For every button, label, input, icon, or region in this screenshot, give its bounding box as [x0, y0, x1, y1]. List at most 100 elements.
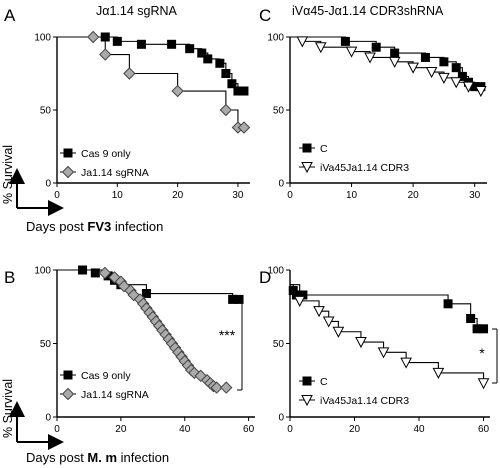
data-point: [457, 71, 467, 81]
y-tick-label: 0: [278, 413, 284, 424]
y-tick-label: 0: [45, 179, 51, 190]
data-point: [420, 52, 430, 62]
data-point: [293, 295, 306, 307]
panel-a: A Jα1.14 sgRNA 0 10 20 30 0 50 100 Cas 9 only Ja1.…: [4, 4, 251, 201]
data-point: [388, 56, 401, 68]
x-tick-label: 20: [349, 424, 361, 435]
data-point: [234, 294, 244, 304]
data-point: [477, 378, 490, 390]
data-point: [123, 67, 136, 80]
data-point: [141, 289, 151, 299]
legend-marker: [61, 165, 75, 179]
x-tick-label: 60: [478, 424, 490, 435]
x-tick-label: 0: [54, 424, 60, 435]
significance-label: ***: [219, 327, 236, 343]
data-point: [479, 324, 489, 334]
data-point: [332, 326, 345, 338]
data-point: [86, 30, 100, 44]
legend-marker: [63, 148, 73, 158]
y-tick-label: 100: [267, 266, 284, 277]
x-tick-label: 0: [287, 190, 293, 201]
data-point: [237, 121, 251, 134]
x-tick-label: 20: [408, 190, 420, 201]
y-tick-label: 50: [40, 339, 52, 350]
data-point: [371, 42, 381, 52]
data-point: [432, 367, 445, 379]
x-tick-label: 60: [243, 424, 255, 435]
panel-letter-a: A: [4, 6, 16, 25]
data-point: [227, 79, 237, 89]
data-point: [400, 357, 412, 369]
data-point: [407, 62, 419, 74]
x-tick-label: 0: [54, 190, 60, 201]
data-point: [167, 39, 177, 49]
data-point: [322, 316, 335, 328]
data-point: [185, 44, 195, 54]
data-point: [475, 86, 487, 98]
data-point: [466, 314, 476, 324]
panel-letter-c: C: [259, 6, 271, 25]
data-point: [239, 86, 249, 96]
y-tick-label: 50: [273, 106, 285, 117]
series-0: [288, 284, 489, 334]
x-tick-label: 30: [232, 190, 244, 201]
series-1: [290, 36, 487, 98]
y-axis-label-top: % Survival: [1, 145, 15, 204]
panel-letter-d: D: [259, 268, 271, 287]
data-point: [221, 69, 231, 78]
data-point: [220, 381, 233, 394]
data-point: [462, 81, 475, 93]
data-point: [355, 337, 367, 349]
x-tick-label: 10: [346, 190, 358, 201]
panel-letter-b: B: [4, 268, 15, 287]
y-tick-label: 0: [45, 413, 51, 424]
data-point: [390, 48, 400, 58]
legend-label: Ja1.14 sgRNA: [81, 389, 149, 401]
data-point: [313, 306, 325, 318]
data-point: [197, 48, 207, 58]
x-axis-label-top: Days post FV3 infection: [26, 219, 163, 234]
legend-marker: [63, 370, 73, 380]
data-point: [99, 48, 112, 61]
data-point: [450, 77, 463, 89]
panel-title: Jα1.14 sgRNA: [96, 4, 178, 18]
x-tick-label: 20: [172, 190, 184, 201]
data-point: [98, 266, 112, 280]
y-tick-label: 100: [34, 33, 51, 44]
data-point: [377, 347, 390, 359]
y-tick-label: 50: [273, 339, 285, 350]
series-line: [57, 36, 244, 129]
data-point: [171, 84, 184, 98]
data-point: [425, 67, 438, 79]
legend-label: iVa45Ja1.14 CDR3: [320, 395, 409, 407]
series-line: [290, 284, 485, 384]
data-point: [215, 58, 225, 68]
panel-b: B 0 20 40 60 0 50 100 Cas 9 only Ja1.14 sgRNA ***: [4, 265, 255, 435]
data-point: [451, 63, 461, 73]
data-point: [314, 42, 327, 54]
data-point: [112, 36, 122, 46]
legend-marker: [301, 162, 313, 174]
legend-label: Cas 9 only: [81, 370, 131, 382]
x-tick-label: 20: [115, 424, 127, 435]
series-0: [57, 32, 249, 96]
data-point: [210, 381, 223, 394]
data-point: [439, 57, 449, 67]
x-tick-label: 40: [179, 424, 191, 435]
series-1: [57, 30, 251, 134]
significance-label: *: [479, 345, 485, 361]
legend-label: Ja1.14 sgRNA: [81, 167, 149, 179]
data-point: [438, 72, 450, 84]
legend-marker: [61, 387, 75, 401]
x-tick-label: 40: [413, 424, 425, 435]
panel-title: iVα45-Jα1.14 CDR3shRNA: [292, 4, 444, 18]
x-tick-label: 10: [112, 190, 124, 201]
x-tick-label: 30: [469, 190, 481, 201]
legend-label: iVa45Ja1.14 CDR3: [320, 162, 409, 174]
y-tick-label: 100: [34, 266, 51, 277]
data-point: [364, 52, 376, 64]
series-0: [57, 265, 244, 304]
legend-label: C: [320, 376, 328, 388]
